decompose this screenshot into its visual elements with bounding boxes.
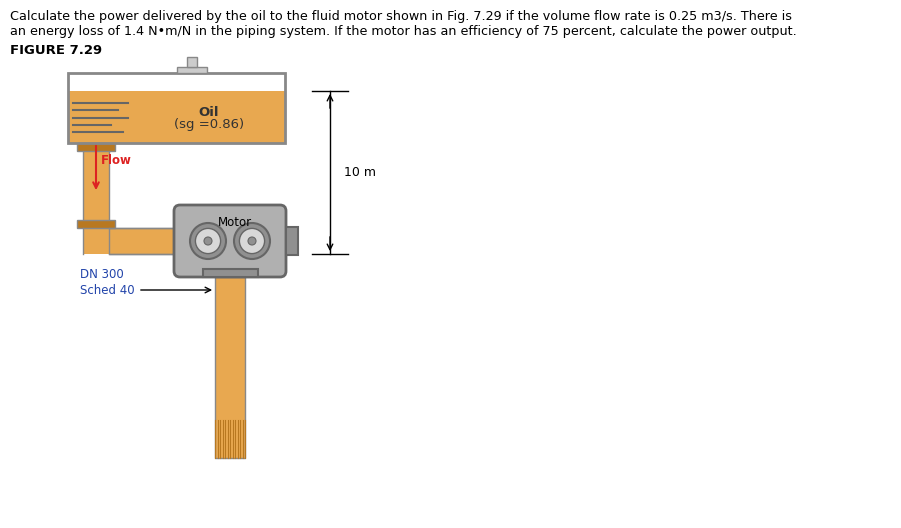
Circle shape	[240, 229, 265, 253]
Circle shape	[234, 223, 270, 259]
Circle shape	[196, 229, 221, 253]
Text: DN 300: DN 300	[80, 268, 123, 280]
Bar	[109, 228, 190, 254]
Bar	[187, 57, 196, 67]
Text: Motor: Motor	[218, 216, 252, 229]
Bar	[68, 73, 285, 143]
Bar	[286, 227, 298, 255]
Text: (sg =0.86): (sg =0.86)	[174, 118, 244, 131]
Text: Flow: Flow	[101, 154, 132, 166]
Text: FIGURE 7.29: FIGURE 7.29	[10, 44, 102, 57]
Bar	[77, 143, 115, 151]
Bar	[68, 91, 285, 143]
Bar	[203, 269, 258, 277]
Circle shape	[248, 237, 256, 245]
Text: an energy loss of 1.4 N•m/N in the piping system. If the motor has an efficiency: an energy loss of 1.4 N•m/N in the pipin…	[10, 25, 796, 38]
Bar	[215, 277, 245, 458]
Bar	[177, 67, 206, 73]
Text: 10 m: 10 m	[344, 166, 376, 179]
Text: Oil: Oil	[199, 106, 219, 119]
Bar	[83, 228, 109, 254]
Circle shape	[204, 237, 212, 245]
Circle shape	[190, 223, 226, 259]
Bar	[190, 223, 202, 259]
Text: Sched 40: Sched 40	[80, 284, 134, 297]
Text: Calculate the power delivered by the oil to the fluid motor shown in Fig. 7.29 i: Calculate the power delivered by the oil…	[10, 10, 792, 23]
FancyBboxPatch shape	[174, 205, 286, 277]
Bar	[77, 220, 115, 228]
Bar	[83, 143, 109, 228]
Bar	[68, 73, 285, 91]
